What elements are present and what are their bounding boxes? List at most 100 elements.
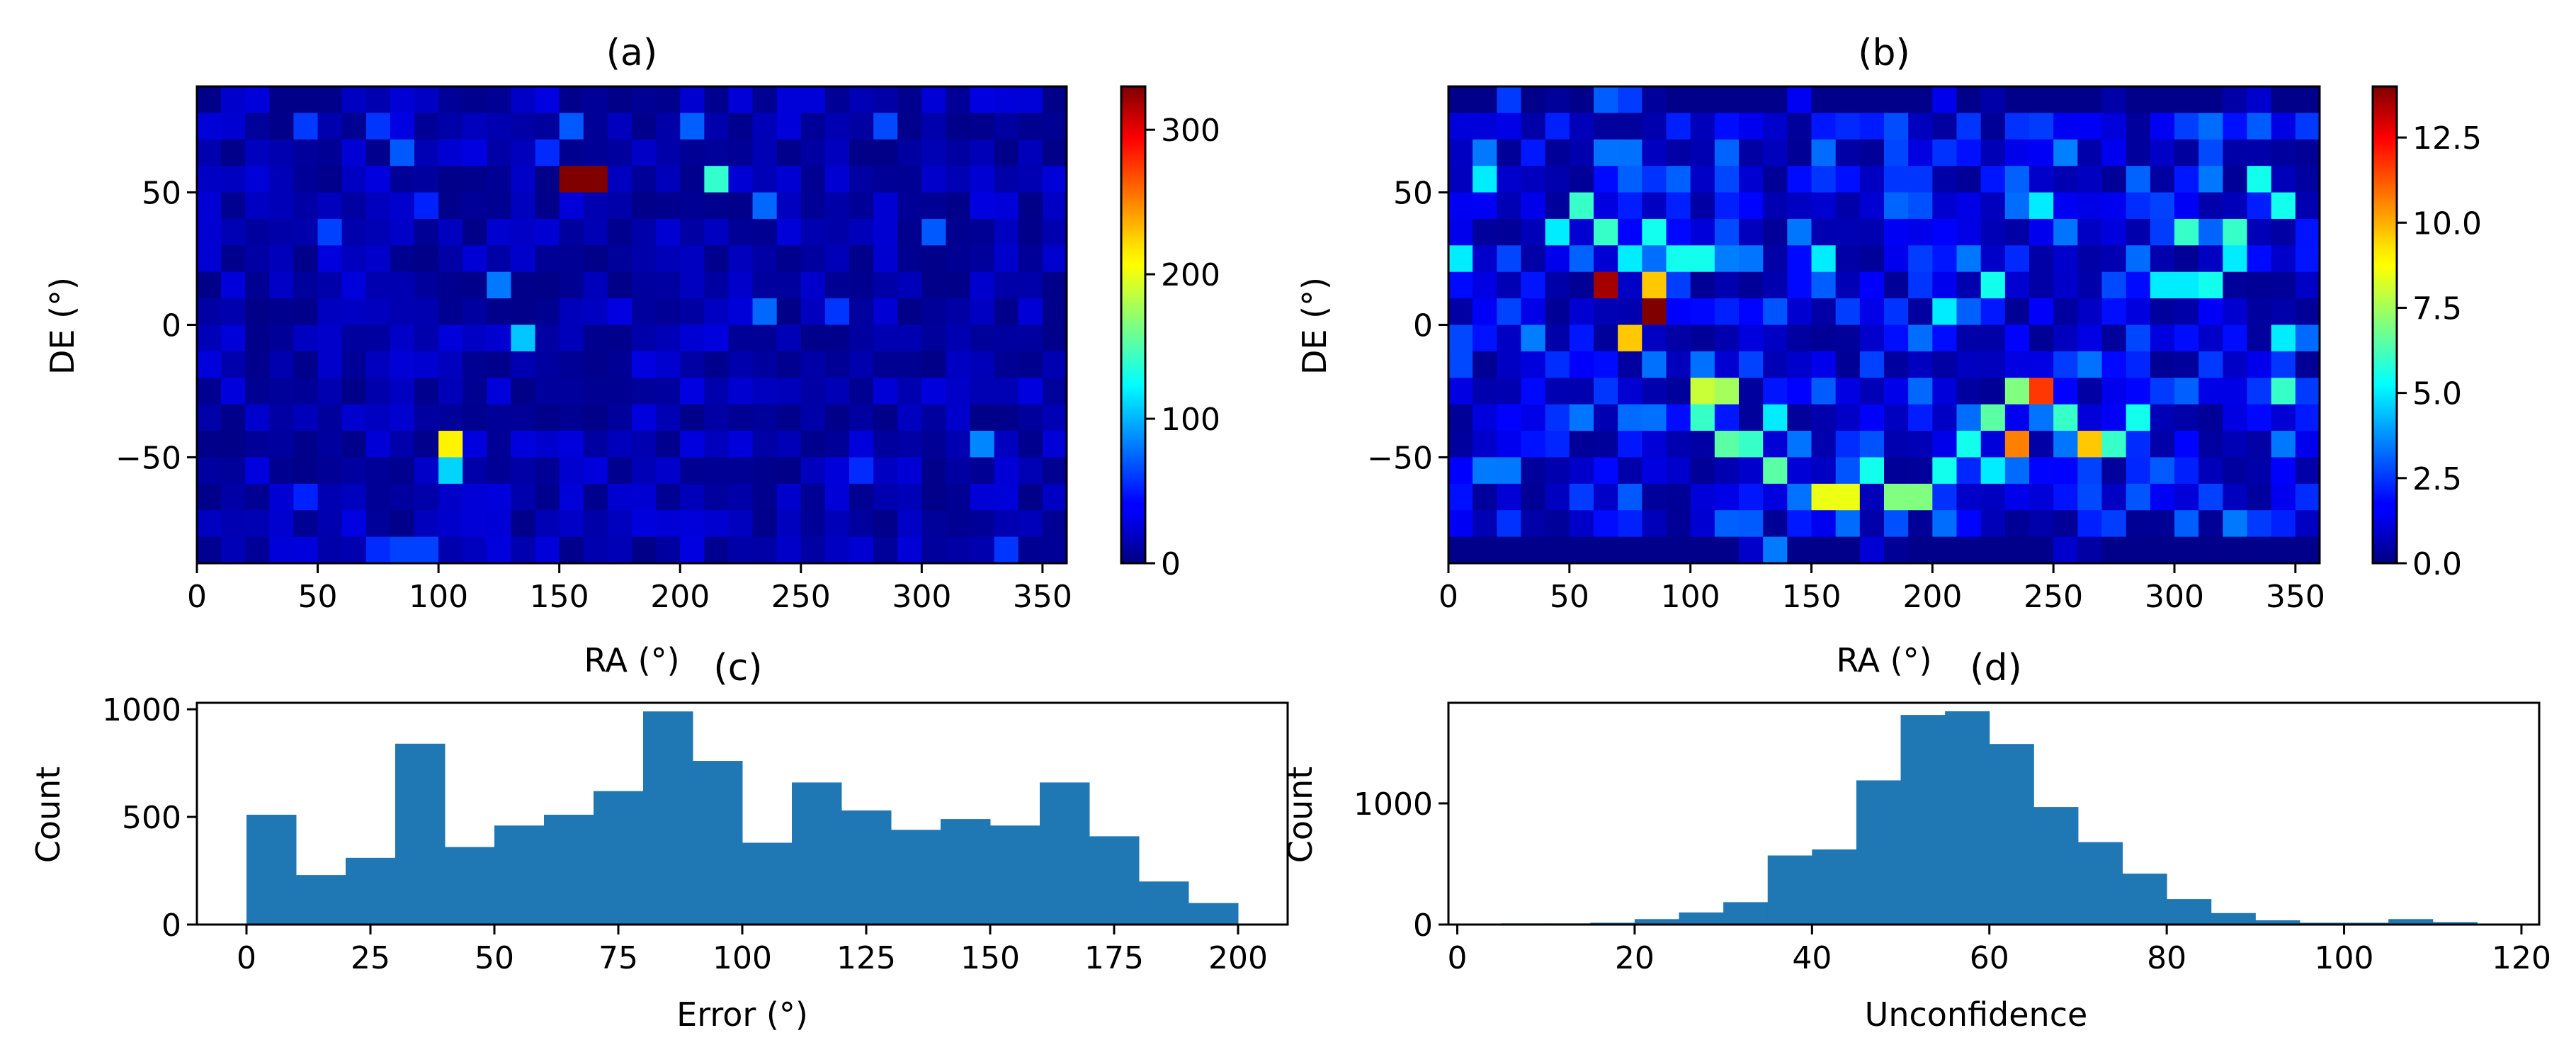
histogram-bar — [1679, 912, 1724, 925]
heatmap-cell — [317, 483, 343, 511]
heatmap-cell — [824, 378, 850, 405]
heatmap-cell — [2174, 86, 2199, 113]
heatmap-cell — [1569, 483, 1594, 511]
heatmap-cell — [463, 483, 487, 511]
heatmap-cell — [1956, 457, 1982, 485]
heatmap-cell — [800, 510, 826, 538]
heatmap-cell — [2126, 457, 2151, 485]
heatmap-cell — [2029, 324, 2054, 352]
heatmap-cell — [1545, 245, 1570, 273]
heatmap-cell — [221, 245, 246, 273]
heatmap-cell — [1908, 271, 1933, 299]
heatmap-cell — [656, 218, 681, 246]
heatmap-cell — [1884, 192, 1909, 220]
heatmap-cell — [1714, 139, 1740, 166]
heatmap-cell — [583, 483, 608, 511]
heatmap-cell — [1932, 139, 1958, 166]
heatmap-cell — [2126, 218, 2151, 246]
heatmap-cell — [1956, 298, 1982, 326]
heatmap-cell — [2295, 351, 2320, 378]
heatmap-cell — [728, 218, 754, 246]
heatmap-cell — [752, 271, 778, 299]
histogram-bar — [594, 791, 644, 925]
heatmap-cell — [1448, 298, 1473, 326]
heatmap-cell — [1908, 510, 1933, 538]
heatmap-cell — [1835, 351, 1861, 378]
heatmap-cell — [1521, 166, 1546, 193]
heatmap-cell — [1642, 457, 1667, 485]
heatmap-cell — [849, 457, 874, 485]
heatmap-cell — [921, 86, 947, 113]
histogram-bar — [693, 761, 743, 925]
heatmap-cell — [365, 510, 391, 538]
heatmap-cell — [414, 510, 439, 538]
y-tick-label: 0 — [161, 908, 181, 944]
heatmap-cell — [2150, 378, 2175, 405]
heatmap-cell — [994, 457, 1019, 485]
heatmap-cell — [1980, 351, 2006, 378]
heatmap-cell — [2150, 139, 2175, 166]
heatmap-cell — [1932, 298, 1958, 326]
heatmap-cell — [1473, 378, 1497, 405]
heatmap-cell — [2004, 431, 2030, 458]
heatmap-cell — [1956, 483, 1982, 511]
heatmap-cell — [704, 404, 730, 431]
heatmap-cell — [946, 324, 971, 352]
heatmap-cell — [2053, 86, 2078, 113]
heatmap-cell — [946, 510, 971, 538]
heatmap-cell — [680, 536, 705, 564]
heatmap-cell — [1763, 139, 1788, 166]
heatmap-cell — [1980, 324, 2006, 352]
heatmap-cell — [293, 324, 319, 352]
heatmap-cell — [487, 139, 512, 166]
heatmap-cell — [365, 86, 391, 113]
heatmap-cell — [1497, 218, 1522, 246]
heatmap-cell — [1763, 113, 1788, 140]
heatmap-cell — [2101, 218, 2127, 246]
heatmap-cell — [704, 192, 730, 220]
heatmap-cell — [1980, 192, 2006, 220]
heatmap-cell — [1666, 271, 1691, 299]
heatmap-cell — [1618, 324, 1642, 352]
heatmap-cell — [221, 351, 246, 378]
heatmap-cell — [1521, 457, 1546, 485]
heatmap-cell — [1787, 271, 1812, 299]
x-tick-label: 350 — [1013, 579, 1072, 615]
heatmap-cell — [1618, 218, 1642, 246]
heatmap-cell — [2198, 536, 2223, 564]
heatmap-cell — [414, 324, 439, 352]
heatmap-cell — [1787, 351, 1812, 378]
heatmap-cell — [2004, 139, 2030, 166]
heatmap-cell — [1618, 431, 1642, 458]
heatmap-cell — [994, 271, 1019, 299]
heatmap-cell — [2295, 271, 2320, 299]
heatmap-cell — [463, 298, 487, 326]
heatmap-cell — [1448, 457, 1473, 485]
heatmap-cell — [1545, 510, 1570, 538]
heatmap-cell — [1666, 324, 1691, 352]
heatmap-cell — [583, 510, 608, 538]
heatmap-cell — [1787, 298, 1812, 326]
heatmap-cell — [849, 86, 874, 113]
heatmap-cell — [1521, 218, 1546, 246]
heatmap-cell — [728, 378, 754, 405]
heatmap-cell — [1980, 298, 2006, 326]
panel-b-ylabel: DE (°) — [1295, 277, 1334, 375]
heatmap-cell — [656, 271, 681, 299]
panel-d-ylabel: Count — [1281, 767, 1320, 864]
heatmap-cell — [414, 192, 439, 220]
heatmap-cell — [245, 298, 270, 326]
heatmap-cell — [269, 536, 295, 564]
heatmap-cell — [1739, 510, 1764, 538]
heatmap-cell — [994, 378, 1019, 405]
heatmap-cell — [2150, 298, 2175, 326]
heatmap-cell — [1763, 351, 1788, 378]
heatmap-cell — [1042, 404, 1067, 431]
heatmap-cell — [607, 404, 632, 431]
heatmap-cell — [1018, 483, 1043, 511]
heatmap-cell — [1618, 166, 1642, 193]
heatmap-cell — [2223, 404, 2248, 431]
heatmap-cell — [317, 378, 343, 405]
heatmap-cell — [583, 113, 608, 140]
heatmap-cell — [2029, 166, 2054, 193]
